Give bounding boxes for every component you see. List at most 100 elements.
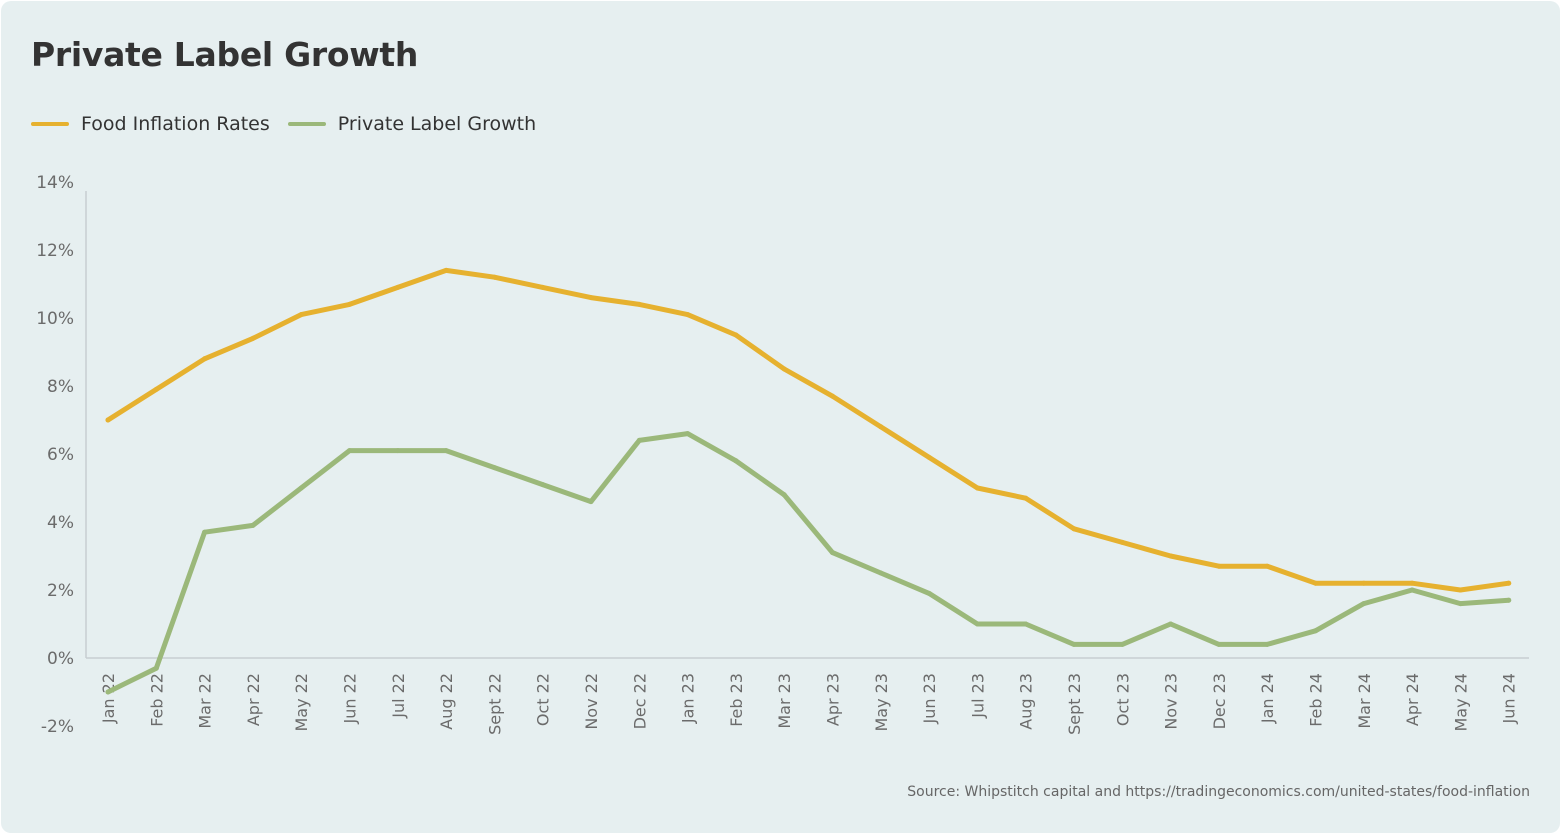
data-point-private-label	[781, 492, 787, 498]
data-point-food-inflation	[1361, 580, 1367, 586]
x-tick-label: Feb 24	[1307, 673, 1326, 727]
data-point-food-inflation	[781, 366, 787, 372]
data-point-food-inflation	[153, 386, 159, 392]
data-point-private-label	[443, 448, 449, 454]
x-tick-label: Jul 23	[968, 673, 987, 719]
source-note: Source: Whipstitch capital and https://t…	[907, 784, 1530, 800]
data-point-food-inflation	[1119, 539, 1125, 545]
x-tick-label: Apr 22	[244, 673, 263, 726]
data-point-food-inflation	[298, 312, 304, 318]
data-point-food-inflation	[733, 332, 739, 338]
data-point-food-inflation	[443, 267, 449, 273]
x-tick-label: Oct 22	[534, 673, 553, 726]
x-tick-label: Apr 23	[824, 673, 843, 726]
chart-title: Private Label Growth	[31, 35, 419, 74]
y-tick-label: 4%	[47, 513, 74, 533]
y-tick-label: 14%	[36, 173, 74, 193]
x-tick-label: Nov 22	[582, 673, 601, 730]
legend-item-private-label[interactable]: Private Label Growth	[287, 113, 537, 135]
data-point-private-label	[830, 550, 835, 556]
data-point-food-inflation	[588, 295, 594, 301]
data-point-private-label	[1506, 597, 1512, 603]
y-tick-label: 12%	[36, 241, 74, 261]
data-point-private-label	[153, 665, 159, 671]
data-point-food-inflation	[395, 284, 401, 290]
data-point-food-inflation	[1457, 587, 1463, 593]
data-point-private-label	[540, 482, 546, 488]
series-line-private-label	[105, 431, 1512, 695]
data-point-food-inflation	[926, 454, 932, 460]
legend: Food Inflation Rates Private Label Growt…	[31, 113, 554, 135]
data-point-food-inflation	[974, 485, 980, 491]
data-point-private-label	[395, 448, 401, 454]
data-point-private-label	[1119, 641, 1125, 647]
data-point-private-label	[926, 590, 932, 596]
x-tick-label: Mar 24	[1355, 673, 1374, 729]
data-point-food-inflation	[1264, 563, 1270, 569]
x-tick-label: Mar 23	[775, 673, 794, 729]
data-point-private-label	[347, 448, 352, 454]
x-tick-label: Jun 22	[341, 673, 360, 724]
data-point-food-inflation	[1023, 495, 1029, 501]
data-point-food-inflation	[1216, 563, 1222, 569]
legend-label-private-label: Private Label Growth	[337, 113, 537, 135]
data-point-private-label	[1168, 621, 1174, 627]
legend-swatch-private-label	[287, 122, 326, 126]
x-tick-label: Mar 22	[196, 673, 215, 729]
x-tick-label: May 23	[872, 673, 891, 732]
data-point-food-inflation	[1409, 580, 1415, 586]
legend-swatch-food-inflation	[31, 122, 69, 126]
x-tick-label: Jan 23	[679, 673, 698, 724]
data-point-food-inflation	[1313, 580, 1318, 586]
legend-label-food-inflation: Food Inflation Rates	[81, 113, 270, 135]
data-point-private-label	[1071, 641, 1077, 647]
data-point-food-inflation	[1071, 526, 1077, 532]
data-point-food-inflation	[202, 356, 208, 362]
y-tick-label: -2%	[41, 717, 74, 737]
data-point-private-label	[685, 431, 691, 437]
x-tick-label: Sept 23	[1065, 673, 1084, 735]
data-point-food-inflation	[636, 301, 642, 307]
data-point-private-label	[1409, 587, 1415, 593]
data-point-food-inflation	[347, 301, 352, 307]
data-point-food-inflation	[830, 393, 835, 399]
y-tick-label: 10%	[36, 309, 74, 329]
data-point-private-label	[1264, 641, 1270, 647]
data-point-food-inflation	[1168, 553, 1174, 559]
x-tick-label: Feb 22	[147, 673, 166, 727]
data-point-private-label	[974, 621, 980, 627]
x-tick-label: Jan 22	[99, 673, 118, 724]
x-tick-label: Jul 22	[389, 673, 408, 719]
y-tick-label: 6%	[47, 445, 74, 465]
data-point-food-inflation	[878, 424, 884, 430]
series-line-food-inflation	[105, 267, 1512, 593]
y-tick-label: 8%	[47, 377, 74, 397]
data-point-food-inflation	[540, 284, 546, 290]
data-point-private-label	[1313, 628, 1318, 634]
data-point-food-inflation	[105, 417, 111, 423]
data-point-food-inflation	[491, 274, 497, 280]
x-tick-label: Feb 23	[727, 673, 746, 727]
data-point-food-inflation	[1506, 580, 1512, 586]
x-tick-label: Jun 24	[1500, 673, 1519, 724]
x-tick-label: Sept 22	[485, 673, 504, 735]
data-point-private-label	[1216, 641, 1222, 647]
data-point-private-label	[733, 458, 739, 464]
x-tick-label: Jun 23	[920, 673, 939, 724]
x-tick-label: Nov 23	[1162, 673, 1181, 730]
x-tick-label: Apr 24	[1403, 673, 1422, 726]
data-point-private-label	[105, 689, 111, 695]
x-tick-label: Oct 23	[1113, 673, 1132, 726]
data-point-private-label	[491, 465, 497, 471]
data-point-private-label	[250, 522, 256, 528]
x-tick-label: May 22	[292, 673, 311, 732]
data-point-private-label	[878, 570, 884, 576]
x-tick-label: Aug 23	[1017, 673, 1036, 730]
x-tick-label: Jan 24	[1258, 673, 1277, 724]
data-point-private-label	[636, 437, 642, 443]
legend-item-food-inflation[interactable]: Food Inflation Rates	[31, 113, 270, 135]
data-point-private-label	[298, 485, 304, 491]
x-tick-label: Aug 22	[437, 673, 456, 730]
